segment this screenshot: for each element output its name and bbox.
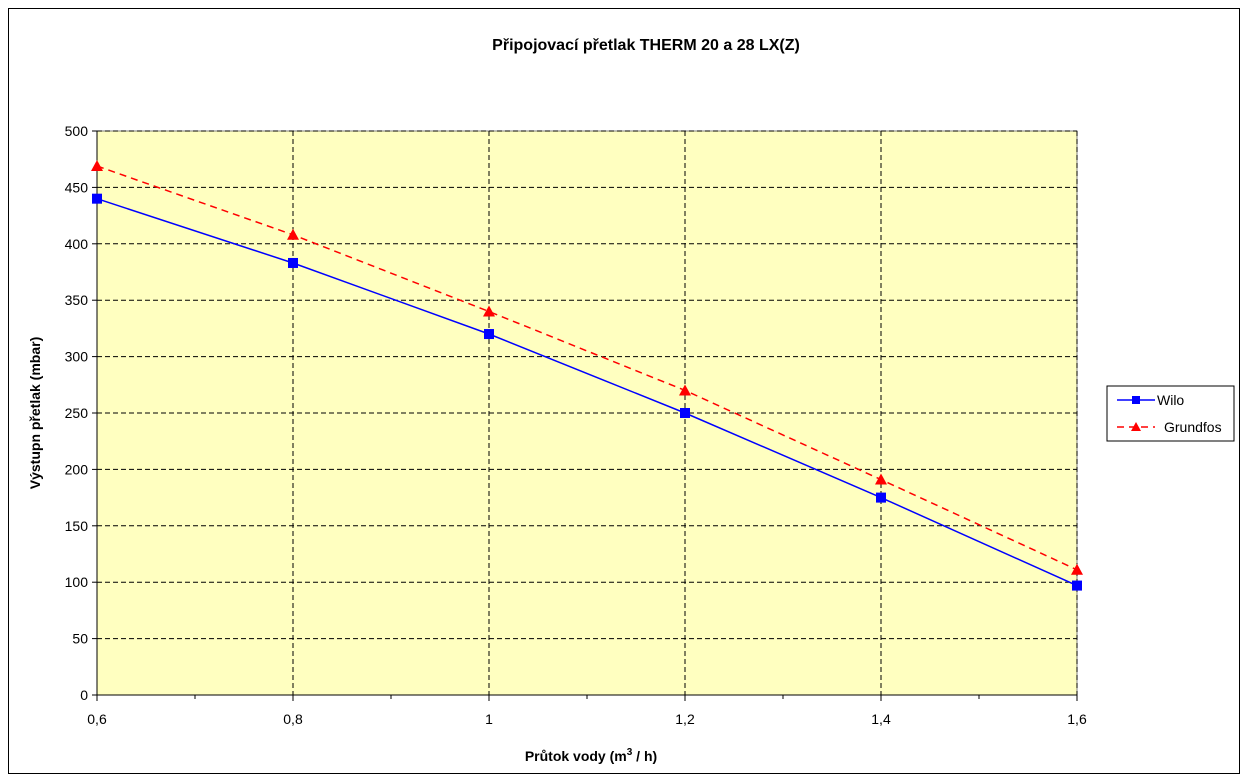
legend-box [1106, 385, 1235, 442]
data-point-grundfos [483, 305, 495, 317]
y-tick-label: 400 [65, 236, 89, 252]
y-tick-label: 150 [65, 518, 89, 534]
series-line-wilo [96, 197, 1078, 587]
x-tick-label: 0,8 [283, 711, 303, 727]
legend-marker-grundfos [1131, 422, 1141, 431]
grid-lines [97, 130, 1078, 695]
x-axis-label-main: Průtok vody (m [525, 748, 627, 764]
y-tick-label: 450 [65, 179, 89, 195]
y-tick-label: 200 [65, 461, 89, 477]
data-point-grundfos [287, 228, 299, 240]
legend: Wilo Grundfos [1106, 385, 1235, 442]
data-point-wilo [484, 329, 494, 340]
series-layer [91, 159, 1083, 591]
legend-item-grundfos: Grundfos [1117, 419, 1222, 435]
data-point-grundfos [875, 473, 887, 485]
x-tick-label: 1,2 [675, 711, 695, 727]
data-point-wilo [876, 492, 886, 503]
y-tick-label: 100 [65, 574, 89, 590]
y-tick-label: 50 [72, 631, 88, 647]
y-axis-label: Výstupn přetlak (mbar) [27, 337, 43, 489]
y-tick-label: 250 [65, 405, 89, 421]
chart-frame: Připojovací přetlak THERM 20 a 28 LX(Z) … [8, 8, 1240, 774]
y-tick-label: 300 [65, 349, 89, 365]
x-tick-label: 1,4 [871, 711, 891, 727]
data-point-wilo [680, 408, 690, 418]
x-tick-label: 1,6 [1067, 711, 1087, 727]
legend-marker-wilo [1132, 396, 1140, 404]
data-point-grundfos [1071, 563, 1083, 575]
legend-label-grundfos: Grundfos [1164, 419, 1222, 435]
y-tick-label: 500 [65, 123, 89, 139]
x-tick-label: 0,6 [87, 711, 107, 727]
data-point-grundfos [679, 384, 691, 396]
series-line-grundfos [96, 165, 1078, 571]
data-point-wilo [1072, 580, 1082, 591]
data-point-wilo [92, 193, 102, 204]
chart-title: Připojovací přetlak THERM 20 a 28 LX(Z) [492, 37, 800, 54]
data-point-grundfos [91, 159, 103, 171]
y-tick-label: 0 [80, 687, 88, 703]
x-axis-label-tail: / h) [632, 748, 657, 764]
x-axis-label: Průtok vody (m3 / h) [525, 747, 657, 764]
data-point-wilo [288, 257, 298, 268]
axes: 0 50 100 150 200 250 300 350 400 450 500 0,6 0,8 1 1,2… [65, 123, 1087, 727]
x-axis-label-superscript: 3 [627, 747, 633, 758]
legend-label-wilo: Wilo [1157, 392, 1184, 408]
legend-item-wilo: Wilo [1117, 392, 1184, 408]
y-tick-label: 350 [65, 292, 89, 308]
x-tick-label: 1 [485, 711, 493, 727]
chart: Připojovací přetlak THERM 20 a 28 LX(Z) … [27, 37, 1235, 764]
